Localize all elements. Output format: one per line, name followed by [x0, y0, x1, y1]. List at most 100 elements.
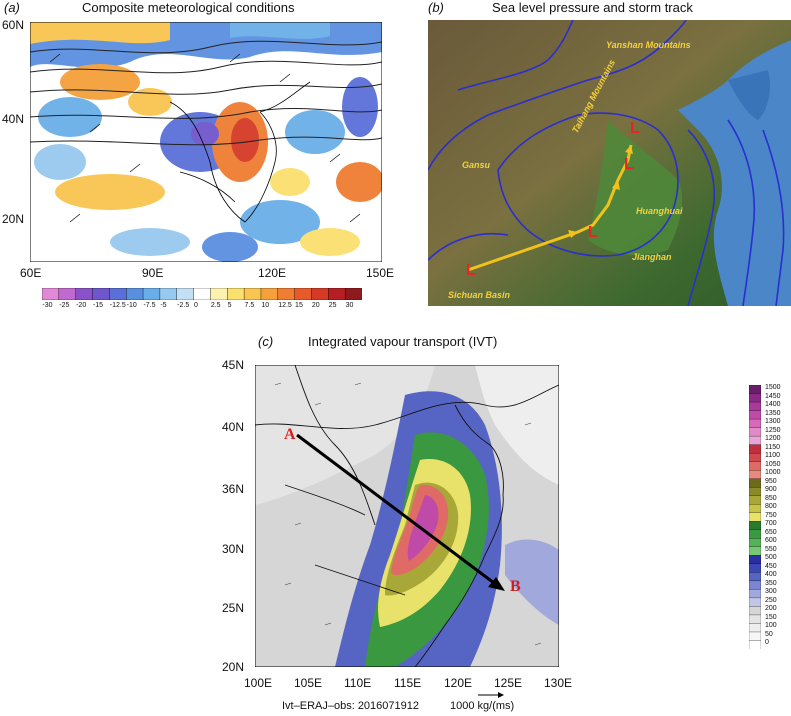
point-b-label: B [510, 578, 521, 595]
panel-c-colorbar-label: 850 [765, 494, 777, 502]
panel-a-colorbar-swatch [58, 288, 77, 300]
panel-c-colorbar-label: 1150 [765, 443, 781, 451]
panel-c-colorbar-label: 400 [765, 571, 777, 579]
panel-c-xtick-2: 110E [344, 676, 372, 690]
panel-a-xtick-0: 60E [20, 266, 42, 280]
panel-c-colorbar [749, 385, 761, 649]
panel-c-xtick-4: 120E [444, 676, 473, 690]
panel-c-colorbar-label: 1350 [765, 409, 781, 417]
panel-c-map [255, 365, 559, 667]
panel-a-colorbar [42, 288, 362, 300]
panel-a-colorbar-swatch [294, 288, 313, 300]
panel-c-colorbar-swatch [749, 461, 761, 471]
panel-c-colorbar-swatch [749, 521, 761, 531]
panel-c-colorbar-swatch [749, 385, 761, 395]
panel-c-xtick-0: 100E [244, 676, 273, 690]
panel-c-colorbar-swatch [749, 597, 761, 608]
panel-c-colorbar-swatch [749, 614, 761, 625]
panel-c-colorbar-swatch [749, 393, 761, 403]
panel-c-letter: (c) [258, 334, 274, 349]
panel-c-xtick-3: 115E [394, 676, 422, 690]
panel-c-colorbar-swatch [749, 640, 761, 649]
panel-c-ytick-0: 45N [222, 358, 245, 372]
panel-a-colorbar-label: -7.5 [143, 302, 156, 309]
panel-c-title: Integrated vapour transport (IVT) [308, 334, 498, 349]
panel-a-colorbar-swatch [243, 288, 262, 300]
panel-a-colorbar-swatch [311, 288, 330, 300]
panel-c-ytick-1: 40N [222, 420, 245, 434]
panel-a-colorbar-label: -20 [76, 302, 87, 309]
panel-c-ytick-3: 30N [222, 542, 245, 556]
panel-c-colorbar-label: 1000 [765, 469, 781, 477]
panel-c-colorbar-swatch [749, 589, 761, 599]
panel-a-ytick-0: 60N [2, 18, 25, 32]
panel-c-colorbar-label: 1500 [765, 384, 781, 391]
panel-a-title: Composite meteorological conditions [82, 0, 295, 15]
panel-b-letter: (b) [428, 0, 444, 15]
panel-c-colorbar-label: 1450 [765, 392, 781, 400]
panel-c-colorbar-swatch [749, 427, 761, 437]
panel-a-xtick-1: 90E [142, 266, 164, 280]
panel-c-colorbar-label: 100 [765, 622, 777, 630]
panel-c-colorbar-label: 50 [765, 630, 773, 638]
panel-c-colorbar-label: 1100 [765, 452, 781, 460]
panel-c-footer-right: 1000 kg/(ms) [450, 700, 515, 712]
panel-c-colorbar-swatch [749, 444, 761, 454]
panel-a-colorbar-label: -15 [92, 302, 104, 309]
panel-a-colorbar-label: -30 [42, 302, 53, 309]
panel-c-colorbar-label: 200 [765, 605, 777, 613]
panel-a-colorbar-label: -2.5 [177, 302, 190, 309]
panel-c-colorbar-label: 650 [765, 528, 777, 536]
storm-low-3: L [624, 156, 634, 173]
panel-a-colorbar-label: 25 [328, 302, 337, 309]
panel-c-colorbar-label: 450 [765, 562, 777, 570]
label-jianghan: Jianghan [632, 252, 672, 262]
panel-a-ytick-1: 40N [2, 112, 25, 126]
panel-c-colorbar-swatch [749, 401, 761, 412]
panel-a-colorbar-swatch [126, 288, 144, 300]
panel-a-xtick-3: 150E [366, 266, 395, 280]
panel-c-colorbar-swatch [749, 504, 761, 514]
label-sichuan-basin: Sichuan Basin [448, 290, 511, 300]
panel-c-colorbar-swatch [749, 435, 761, 446]
panel-c-colorbar-swatch [749, 572, 761, 582]
panel-c-colorbar-label: 900 [765, 486, 777, 494]
panel-a-colorbar-swatch [159, 288, 178, 300]
panel-c-colorbar-label: 950 [765, 477, 777, 485]
panel-c-colorbar-label: 1400 [765, 401, 781, 409]
panel-c-colorbar-label: 1050 [765, 460, 781, 468]
panel-c-colorbar-label: 300 [765, 588, 777, 596]
panel-c-colorbar-label: 250 [765, 596, 777, 604]
panel-c-colorbar-swatch [749, 563, 761, 574]
panel-c-colorbar-label: 1200 [765, 435, 781, 443]
panel-a-colorbar-swatch [277, 288, 296, 300]
panel-a-colorbar-swatch [142, 288, 161, 300]
panel-c-colorbar-label: 600 [765, 537, 777, 545]
panel-a-xtick-2: 120E [258, 266, 287, 280]
panel-c-colorbar-swatch [749, 410, 761, 420]
panel-c-colorbar-swatch [749, 418, 761, 429]
panel-a-colorbar-label: -10 [126, 302, 137, 309]
panel-a-colorbar-swatch [42, 288, 60, 300]
label-yanshan-mountains: Yanshan Mountains [606, 40, 691, 50]
panel-c-colorbar-swatch [749, 555, 761, 565]
panel-c-colorbar-swatch [749, 538, 761, 548]
panel-a-colorbar-swatch [75, 288, 94, 300]
panel-c-colorbar-swatch [749, 529, 761, 539]
panel-c-xtick-6: 130E [544, 676, 573, 690]
panel-a-colorbar-label: 0 [194, 302, 198, 309]
panel-b-map [428, 20, 791, 306]
panel-c-colorbar-swatch [749, 580, 761, 591]
panel-c-xtick-1: 105E [294, 676, 323, 690]
panel-c-colorbar-label: 0 [765, 639, 769, 647]
panel-a-colorbar-label: -12.5 [109, 302, 126, 309]
panel-a-colorbar-swatch [260, 288, 279, 300]
panel-c-colorbar-swatch [749, 495, 761, 505]
panel-a-colorbar-swatch [344, 288, 362, 300]
panel-c-colorbar-label: 1300 [765, 418, 781, 426]
panel-a-colorbar-label: -25 [59, 302, 70, 309]
point-a-label: A [284, 426, 296, 443]
panel-c-colorbar-label: 1250 [765, 426, 781, 434]
panel-c-colorbar-label: 800 [765, 503, 777, 511]
panel-a-colorbar-swatch [193, 288, 212, 300]
